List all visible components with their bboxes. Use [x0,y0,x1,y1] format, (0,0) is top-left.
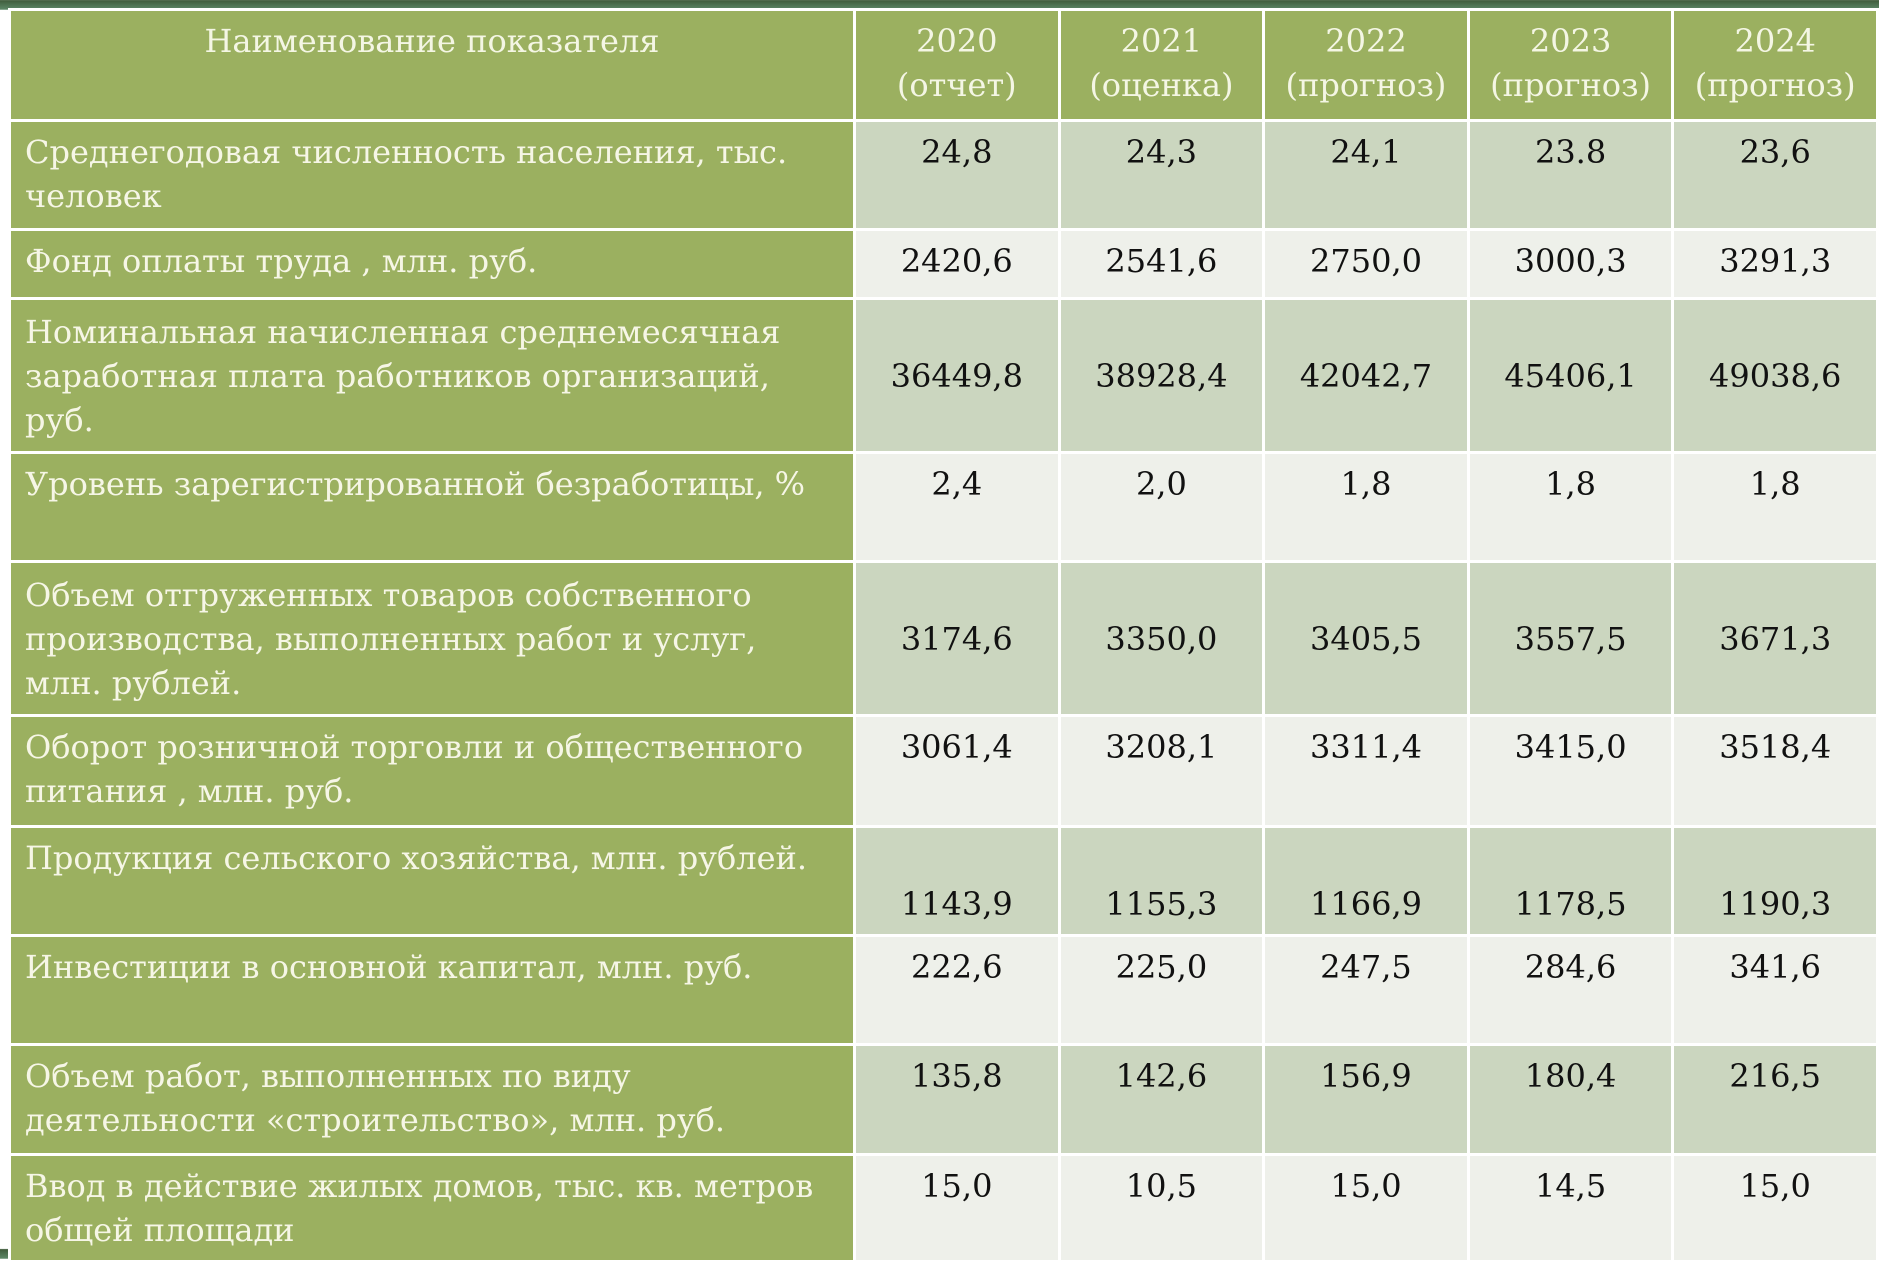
row-label: Объем отгруженных товаров собственного п… [11,563,853,714]
header-year-cell: 2020 (отчет) [856,11,1058,119]
value-cell: 3415,0 [1469,717,1672,825]
value-cell: 3350,0 [1060,563,1263,714]
row-label: Оборот розничной торговли и общественног… [11,717,853,825]
value-cell: 3208,1 [1060,717,1263,825]
header-year-cell: 2022 (прогноз) [1265,11,1467,119]
value-cell: 3518,4 [1674,717,1876,825]
header-label: Наименование показателя [11,11,853,119]
header-year: 2024 [1734,22,1816,60]
value-cell: 1178,5 [1469,828,1672,934]
value-cell: 42042,7 [1265,300,1467,451]
value-cell: 3061,4 [856,717,1058,825]
header-year: 2021 [1120,22,1203,60]
value-cell: 24,8 [856,122,1058,228]
header-year-cell: 2023 (прогноз) [1469,11,1672,119]
data-row: Номинальная начисленная среднемесячная з… [11,300,1876,451]
header-year: 2020 [916,22,998,60]
header-year: 2023 [1529,22,1612,60]
value-cell: 2541,6 [1060,231,1263,297]
value-cell: 3291,3 [1674,231,1876,297]
value-cell: 284,6 [1469,937,1672,1043]
data-row: Ввод в действие жилых домов, тыс. кв. ме… [11,1156,1876,1260]
value-cell: 3000,3 [1469,231,1672,297]
value-cell: 1155,3 [1060,828,1263,934]
value-cell: 15,0 [1265,1156,1467,1260]
value-cell: 135,8 [856,1046,1058,1153]
value-cell: 24,3 [1060,122,1263,228]
row-label: Номинальная начисленная среднемесячная з… [11,300,853,451]
value-cell: 3311,4 [1265,717,1467,825]
value-cell: 180,4 [1469,1046,1672,1153]
value-cell: 1,8 [1674,454,1876,560]
value-cell: 2,4 [856,454,1058,560]
header-note: (оценка) [1089,66,1234,104]
header-year-cell: 2021 (оценка) [1060,11,1263,119]
value-cell: 45406,1 [1469,300,1672,451]
value-cell: 2420,6 [856,231,1058,297]
data-row: Объем отгруженных товаров собственного п… [11,563,1876,714]
indicators-table: Наименование показателя 2020 (отчет) 2021 (… [8,8,1879,1263]
data-row: Уровень зарегистрированной безработицы, … [11,454,1876,560]
row-label: Среднегодовая численность населения, тыс… [11,122,853,228]
value-cell: 3557,5 [1469,563,1672,714]
header-note: (прогноз) [1285,66,1447,104]
row-label: Инвестиции в основной капитал, млн. руб. [11,937,853,1043]
value-cell: 2,0 [1060,454,1263,560]
value-cell: 3405,5 [1265,563,1467,714]
value-cell: 1,8 [1265,454,1467,560]
value-cell: 3671,3 [1674,563,1876,714]
data-row: Объем работ, выполненных по виду деятель… [11,1046,1876,1153]
value-cell: 142,6 [1060,1046,1263,1153]
data-row: Оборот розничной торговли и общественног… [11,717,1876,825]
header-note: (отчет) [896,66,1017,104]
value-cell: 1143,9 [856,828,1058,934]
row-label: Уровень зарегистрированной безработицы, … [11,454,853,560]
value-cell: 24,1 [1265,122,1467,228]
value-cell: 23,6 [1674,122,1876,228]
value-cell: 341,6 [1674,937,1876,1043]
row-label: Ввод в действие жилых домов, тыс. кв. ме… [11,1156,853,1260]
row-label: Фонд оплаты труда , млн. руб. [11,231,853,297]
data-row: Продукция сельского хозяйства, млн. рубл… [11,828,1876,934]
value-cell: 1,8 [1469,454,1672,560]
row-label: Объем работ, выполненных по виду деятель… [11,1046,853,1153]
header-note: (прогноз) [1490,66,1651,104]
value-cell: 36449,8 [856,300,1058,451]
value-cell: 2750,0 [1265,231,1467,297]
value-cell: 1166,9 [1265,828,1467,934]
data-row: Инвестиции в основной капитал, млн. руб.… [11,937,1876,1043]
header-note: (прогноз) [1694,66,1856,104]
header-row: Наименование показателя 2020 (отчет) 2021 (… [11,11,1876,119]
value-cell: 222,6 [856,937,1058,1043]
value-cell: 1190,3 [1674,828,1876,934]
value-cell: 3174,6 [856,563,1058,714]
header-year-cell: 2024 (прогноз) [1674,11,1876,119]
data-row: Фонд оплаты труда , млн. руб. 2420,6 2541,… [11,231,1876,297]
value-cell: 15,0 [1674,1156,1876,1260]
value-cell: 38928,4 [1060,300,1263,451]
data-row: Среднегодовая численность населения, тыс… [11,122,1876,228]
value-cell: 156,9 [1265,1046,1467,1153]
value-cell: 10,5 [1060,1156,1263,1260]
header-year: 2022 [1325,22,1407,60]
row-label: Продукция сельского хозяйства, млн. рубл… [11,828,853,934]
value-cell: 23.8 [1469,122,1672,228]
value-cell: 15,0 [856,1156,1058,1260]
value-cell: 225,0 [1060,937,1263,1043]
value-cell: 49038,6 [1674,300,1876,451]
value-cell: 14,5 [1469,1156,1672,1260]
value-cell: 247,5 [1265,937,1467,1043]
value-cell: 216,5 [1674,1046,1876,1153]
